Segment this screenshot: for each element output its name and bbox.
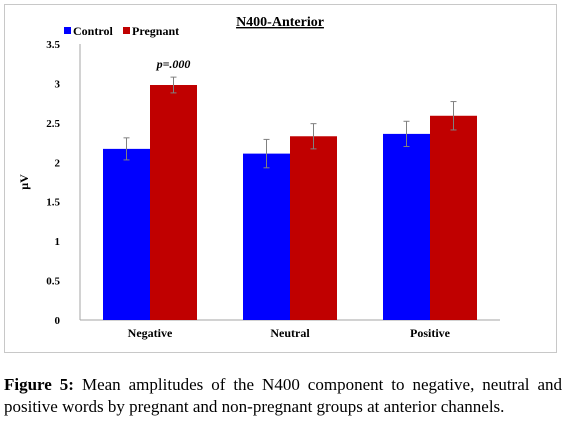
bar-pregnant-negative — [150, 85, 197, 321]
bar-control-negative — [103, 148, 150, 320]
y-tick-label: 1 — [55, 236, 61, 248]
y-tick-label: 2 — [55, 157, 61, 169]
figure-caption: Figure 5: Mean amplitudes of the N400 co… — [4, 374, 562, 418]
bar-chart: N400-Anterior Control Pregnant 0 0.5 1 1.5 2… — [17, 15, 500, 340]
x-tick-label-negative: Negative — [128, 326, 173, 340]
y-axis-title: µV — [17, 174, 31, 190]
x-tick-label-neutral: Neutral — [270, 326, 310, 340]
x-axis-tick-labels: Negative Neutral Positive — [128, 326, 451, 340]
annotations: p=.000 — [156, 57, 191, 71]
legend-label-pregnant: Pregnant — [132, 24, 179, 38]
chart-title: N400-Anterior — [236, 15, 324, 30]
y-tick-label: 1.5 — [46, 197, 60, 209]
caption-text: Mean amplitudes of the N400 component to… — [4, 375, 562, 416]
bar-control-neutral — [243, 153, 290, 320]
y-tick-label: 3.5 — [46, 39, 60, 51]
legend-swatch-control — [64, 27, 71, 34]
bars — [103, 85, 477, 321]
significance-annotation: p=.000 — [156, 57, 191, 71]
bar-control-positive — [383, 133, 430, 320]
y-tick-label: 0 — [55, 315, 61, 327]
y-tick-label: 0.5 — [46, 276, 60, 288]
x-tick-label-positive: Positive — [410, 326, 451, 340]
bar-pregnant-positive — [430, 115, 477, 320]
legend-swatch-pregnant — [123, 27, 130, 34]
legend-label-control: Control — [73, 24, 113, 38]
y-tick-label: 2.5 — [46, 118, 60, 130]
y-axis-tick-labels: 0 0.5 1 1.5 2 2.5 3 3.5 — [46, 39, 60, 327]
legend: Control Pregnant — [64, 24, 179, 38]
caption-label: Figure 5: — [4, 375, 74, 394]
bar-pregnant-neutral — [290, 136, 337, 320]
y-tick-label: 3 — [55, 78, 61, 90]
error-bars — [123, 76, 457, 169]
